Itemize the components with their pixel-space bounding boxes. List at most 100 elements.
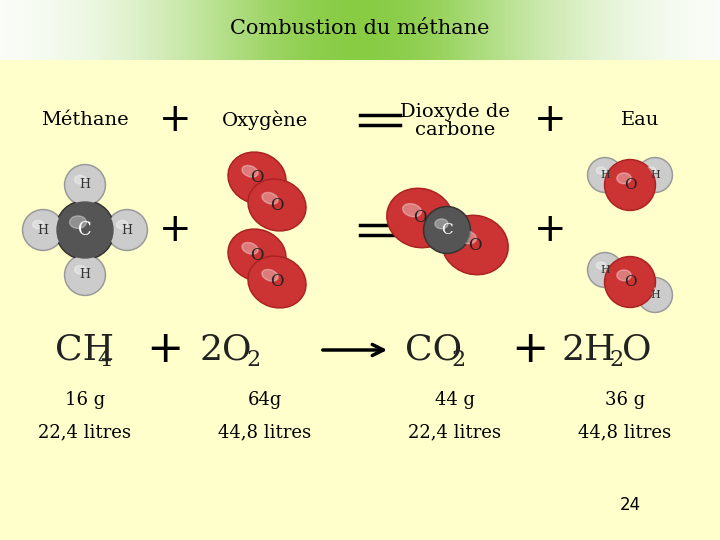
Ellipse shape — [435, 219, 448, 229]
Text: 64g: 64g — [248, 391, 282, 409]
Text: O: O — [270, 197, 284, 213]
Ellipse shape — [262, 269, 278, 281]
Ellipse shape — [425, 208, 469, 252]
Text: +: + — [511, 328, 549, 372]
Text: 44,8 litres: 44,8 litres — [218, 423, 312, 441]
Ellipse shape — [248, 256, 306, 308]
Ellipse shape — [66, 166, 104, 204]
Ellipse shape — [442, 215, 508, 275]
Text: 36 g: 36 g — [605, 391, 645, 409]
Ellipse shape — [242, 242, 258, 254]
Text: 4: 4 — [97, 349, 111, 371]
Ellipse shape — [605, 159, 655, 211]
Text: +: + — [146, 328, 184, 372]
Ellipse shape — [230, 153, 284, 202]
Text: Oxygène: Oxygène — [222, 110, 308, 130]
Text: O: O — [413, 210, 427, 226]
Ellipse shape — [262, 192, 278, 204]
Text: 2: 2 — [246, 349, 260, 371]
Ellipse shape — [637, 278, 672, 313]
Ellipse shape — [606, 161, 654, 209]
Ellipse shape — [117, 220, 128, 229]
Text: Dioxyde de: Dioxyde de — [400, 103, 510, 121]
Ellipse shape — [423, 206, 470, 253]
Ellipse shape — [57, 202, 113, 258]
Text: Eau: Eau — [621, 111, 660, 129]
Text: 2O: 2O — [200, 333, 253, 367]
Text: 44 g: 44 g — [435, 391, 475, 409]
Ellipse shape — [606, 258, 654, 306]
Ellipse shape — [75, 176, 86, 184]
Ellipse shape — [605, 256, 655, 307]
Text: +: + — [534, 101, 567, 139]
Text: C: C — [441, 223, 453, 237]
Text: Combustion du méthane: Combustion du méthane — [230, 18, 490, 37]
Ellipse shape — [639, 279, 671, 311]
Text: H: H — [122, 224, 132, 237]
Ellipse shape — [65, 254, 106, 295]
Text: Méthane: Méthane — [41, 111, 129, 129]
Ellipse shape — [387, 188, 454, 248]
Text: +: + — [158, 211, 192, 249]
Text: H: H — [79, 268, 91, 281]
Ellipse shape — [75, 265, 86, 274]
Ellipse shape — [588, 158, 623, 192]
Ellipse shape — [402, 204, 421, 217]
Ellipse shape — [637, 158, 672, 192]
Ellipse shape — [55, 200, 114, 260]
Ellipse shape — [458, 231, 477, 244]
Ellipse shape — [22, 210, 63, 251]
Ellipse shape — [388, 190, 451, 246]
Text: O: O — [251, 170, 264, 186]
Ellipse shape — [228, 152, 286, 204]
Text: 16 g: 16 g — [65, 391, 105, 409]
Text: 22,4 litres: 22,4 litres — [38, 423, 132, 441]
Text: 22,4 litres: 22,4 litres — [408, 423, 502, 441]
Ellipse shape — [65, 165, 106, 206]
Ellipse shape — [588, 253, 623, 287]
Text: O: O — [251, 246, 264, 264]
Ellipse shape — [249, 180, 305, 230]
Ellipse shape — [589, 254, 621, 286]
Ellipse shape — [596, 167, 606, 174]
Text: 24: 24 — [619, 496, 641, 514]
Ellipse shape — [108, 211, 146, 249]
Text: H: H — [650, 170, 660, 180]
Text: CO: CO — [405, 333, 462, 367]
Ellipse shape — [107, 210, 148, 251]
Text: C: C — [78, 221, 92, 239]
Ellipse shape — [24, 211, 62, 249]
Text: H: H — [37, 224, 48, 237]
Ellipse shape — [647, 287, 656, 294]
Text: 2: 2 — [609, 349, 623, 371]
Text: 2H: 2H — [562, 333, 616, 367]
Text: H: H — [600, 265, 610, 275]
Text: O: O — [624, 178, 636, 192]
Ellipse shape — [444, 217, 507, 273]
Text: O: O — [622, 333, 652, 367]
Ellipse shape — [617, 173, 631, 184]
Ellipse shape — [249, 258, 305, 307]
Ellipse shape — [617, 270, 631, 281]
Text: O: O — [270, 273, 284, 291]
Text: CH: CH — [55, 333, 114, 367]
Ellipse shape — [589, 159, 621, 191]
Ellipse shape — [639, 159, 671, 191]
Text: 44,8 litres: 44,8 litres — [578, 423, 672, 441]
Ellipse shape — [596, 262, 606, 269]
Text: O: O — [468, 237, 482, 253]
Ellipse shape — [70, 216, 86, 228]
Ellipse shape — [248, 179, 306, 231]
Text: +: + — [158, 101, 192, 139]
Ellipse shape — [242, 165, 258, 177]
Text: H: H — [79, 179, 91, 192]
Text: O: O — [624, 275, 636, 289]
Text: 2: 2 — [451, 349, 465, 371]
Ellipse shape — [228, 229, 286, 281]
Ellipse shape — [230, 231, 284, 280]
Ellipse shape — [66, 256, 104, 294]
Text: carbone: carbone — [415, 121, 495, 139]
Text: +: + — [534, 211, 567, 249]
Text: H: H — [650, 290, 660, 300]
Ellipse shape — [647, 167, 656, 174]
